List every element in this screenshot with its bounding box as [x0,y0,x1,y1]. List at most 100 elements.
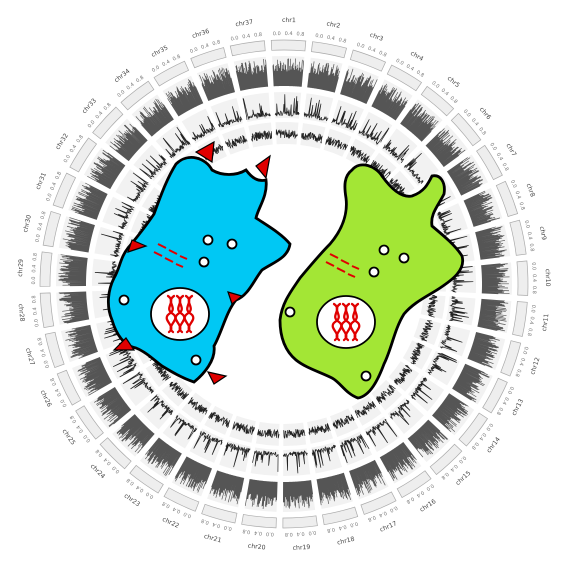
axis-tick-label: 0.4 [405,63,415,72]
signal-track-1-bg [162,412,199,449]
signal-line-1 [450,266,474,293]
signal-line-1 [410,377,433,404]
signal-track-1-bg [331,99,364,134]
spike-marker [194,140,215,164]
chromosome-label: chr18 [336,536,355,547]
chromosome-label: chr32 [54,132,70,151]
signal-line-2 [393,364,413,386]
axis-tick-label: 0.4 [531,274,537,282]
chromosome-label: chr1 [282,17,296,24]
signal-line-1 [242,98,271,120]
density-histogram [58,254,88,287]
axis-tick-label: 0.0 [488,142,497,152]
axis-tick-label: 0.8 [31,295,37,303]
signal-line-1 [282,450,308,474]
density-histogram [135,98,174,137]
organelle-dot [198,256,210,268]
chromosome-label: chr8 [525,183,536,198]
chromosome-chr23 [129,392,212,494]
axis-tick-label: 0.8 [415,70,425,79]
density-histogram [94,387,132,427]
axis-tick-label: 0.0 [83,433,93,443]
organelle-dot [398,252,410,264]
chromosome-chr22 [163,405,234,512]
axis-tick-label: 0.4 [449,463,459,473]
chromosome-label: chr9 [538,226,548,241]
axis-tick-label: 0.0 [430,80,440,90]
chromosome-label: chr20 [247,543,265,552]
axis-tick-label: 0.8 [95,448,105,458]
axis-tick-label: 0.4 [76,424,85,434]
chromosome-label: chr28 [17,304,26,322]
axis-tick-label: 0.0 [45,193,53,203]
density-histogram [71,182,108,220]
density-histogram [116,414,155,454]
chromosome-label: chr3 [369,32,384,43]
spike-marker [206,371,228,385]
ideogram-band [201,503,238,524]
signal-line-1 [139,154,168,180]
signal-track-1-bg [241,92,271,123]
signal-track-1-bg [115,169,151,205]
axis-tick-label: 0.4 [254,529,263,536]
axis-tick-label: 0.8 [528,243,535,252]
ideogram-band [482,377,508,414]
axis-tick-label: 0.8 [470,441,480,451]
axis-tick-label: 0.8 [326,526,335,533]
density-histogram [199,67,235,102]
density-histogram [446,157,483,196]
signal-line-1 [274,94,300,117]
axis-tick-label: 0.4 [40,348,48,357]
chromosome-label: chr5 [446,75,461,89]
chromosome-chr13 [402,340,508,414]
signal-track-2-bg [161,376,193,407]
ideogram-band [241,514,277,529]
signal-line-1 [191,116,216,141]
signal-line-2 [251,130,273,142]
chromosome-label: chr34 [113,68,131,84]
ideogram-band [153,60,190,87]
signal-line-2 [325,136,349,151]
axis-tick-label: 0.8 [477,127,487,137]
axis-tick-label: 0.8 [367,514,377,522]
chromosome-chr37 [229,40,273,148]
chromosome-label: chr36 [191,28,210,40]
signal-track-1-bg [155,124,192,161]
chromosome-chr36 [190,47,250,155]
density-histogram [371,83,408,121]
chromosome-label: chr4 [409,50,425,63]
signal-track-1-bg [387,397,424,434]
density-histogram [432,393,469,433]
ideogram-band [270,39,307,52]
organelle-dot [284,306,296,318]
chromosome-label: chr37 [235,19,254,29]
chromosome-label: chr30 [22,214,33,233]
signal-line-1 [440,324,463,352]
axis-tick-label: 0.4 [415,489,425,498]
axis-tick-label: 0.8 [531,286,537,294]
density-histogram [316,472,351,506]
signal-track-1-bg [120,370,156,407]
ideogram-band [99,437,132,470]
axis-tick-label: 0.8 [495,406,504,416]
signal-track-1-bg [357,111,393,147]
axis-tick-label: 0.4 [135,484,145,493]
chromosome-label: chr31 [35,172,48,191]
signal-line-1 [427,352,457,376]
axis-tick-label: 0.4 [528,316,535,325]
ideogram-band [44,331,65,369]
density-histogram [77,356,113,396]
signal-line-1 [127,172,149,202]
chromosome-label: chr11 [541,313,551,332]
axis-tick-label: 0.0 [189,47,199,55]
chromosome-chr15 [371,379,463,476]
axis-tick-label: 0.4 [126,82,136,92]
axis-tick-label: 0.4 [501,396,510,406]
axis-tick-label: 0.0 [116,89,126,99]
density-histogram [109,123,148,162]
ideogram-band [349,49,386,72]
signal-line-1 [122,371,155,394]
axis-tick-label: 0.0 [60,398,69,408]
axis-tick-label: 0.0 [31,277,37,285]
ideogram-band [500,340,522,377]
